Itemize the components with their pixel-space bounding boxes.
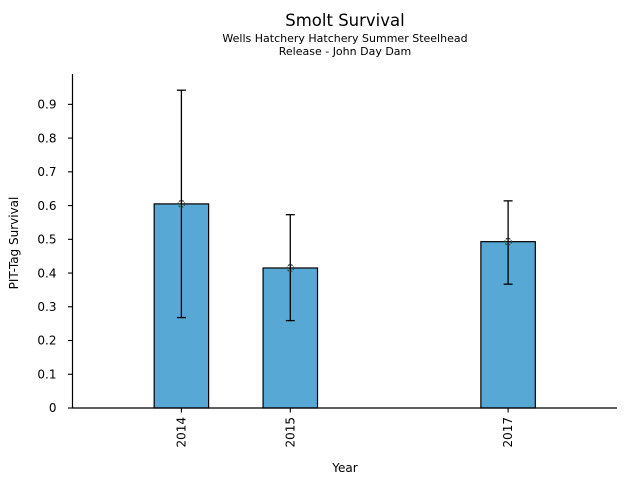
y-tick-label-0.5: 0.5	[37, 233, 56, 247]
x-axis-label: Year	[332, 461, 358, 475]
y-tick-label-0.7: 0.7	[37, 165, 56, 179]
y-tick-label-0: 0	[49, 401, 57, 415]
y-axis-label: PIT-Tag Survival	[7, 196, 21, 290]
x-tick-label-2017: 2017	[501, 417, 515, 448]
chart-title: Smolt Survival	[285, 11, 405, 30]
y-tick-label-0.9: 0.9	[37, 98, 56, 112]
y-tick-label-0.3: 0.3	[37, 300, 56, 314]
chart-subtitle-line1: Wells Hatchery Hatchery Summer Steelhead	[222, 32, 468, 45]
y-tick-label-0.1: 0.1	[37, 367, 56, 381]
point-marker-2015	[286, 264, 295, 272]
x-tick-label-2015: 2015	[283, 417, 297, 448]
y-tick-label-0.2: 0.2	[37, 334, 56, 348]
y-tick-label-0.4: 0.4	[37, 266, 56, 280]
point-marker-2017	[504, 237, 513, 246]
point-marker-2014	[177, 199, 186, 208]
y-tick-label-0.8: 0.8	[37, 131, 56, 145]
x-tick-label-2014: 2014	[174, 417, 188, 448]
chart-subtitle-line2: Release - John Day Dam	[278, 45, 412, 58]
y-tick-label-0.6: 0.6	[37, 199, 56, 213]
